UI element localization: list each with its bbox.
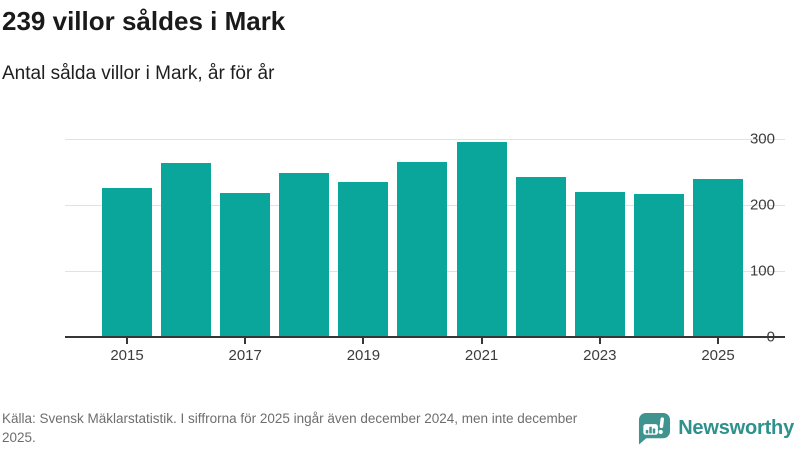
bar-2017	[220, 193, 271, 337]
bar-2025	[692, 179, 743, 337]
y-tick-label-100: 100	[749, 262, 775, 280]
bar-2020	[397, 162, 448, 337]
y-tick-label-200: 200	[749, 196, 775, 214]
x-tick-2023	[598, 338, 601, 344]
bar-2023	[574, 191, 625, 337]
x-tick-2017	[244, 338, 247, 344]
bar-2018	[279, 172, 330, 337]
x-tick-label-2019: 2019	[346, 347, 381, 364]
footer: Källa: Svensk Mäklarstatistik. I siffror…	[2, 409, 794, 447]
newsworthy-logo: Newsworthy	[638, 412, 794, 447]
newsworthy-logo-icon	[639, 412, 671, 445]
x-tick-2021	[480, 338, 483, 344]
newsworthy-wordmark: Newsworthy	[678, 417, 794, 439]
x-tick-2015	[126, 338, 128, 344]
x-tick-label-2021: 2021	[464, 347, 499, 364]
source-note: Källa: Svensk Mäklarstatistik. I siffror…	[2, 410, 578, 445]
bar-2016	[161, 162, 212, 337]
bar-2021	[456, 142, 507, 337]
bar-2024	[633, 194, 684, 337]
x-tick-label-2025: 2025	[701, 347, 735, 364]
bar-2022	[515, 176, 566, 337]
x-tick-label-2017: 2017	[228, 347, 262, 364]
x-tick-label-2015: 2015	[110, 347, 144, 364]
gridline-300	[65, 139, 785, 140]
bar-2015	[102, 187, 152, 337]
chart-subtitle: Antal sålda villor i Mark, år för år	[2, 63, 275, 84]
bar-2019	[338, 181, 389, 337]
bars	[65, 139, 785, 337]
y-tick-label-300: 300	[749, 130, 775, 148]
x-axis-line	[65, 336, 785, 338]
chart-title: 239 villor såldes i Mark	[2, 6, 286, 36]
x-tick-2025	[717, 338, 719, 344]
x-tick-label-2023: 2023	[583, 347, 617, 364]
x-tick-2019	[362, 338, 365, 344]
